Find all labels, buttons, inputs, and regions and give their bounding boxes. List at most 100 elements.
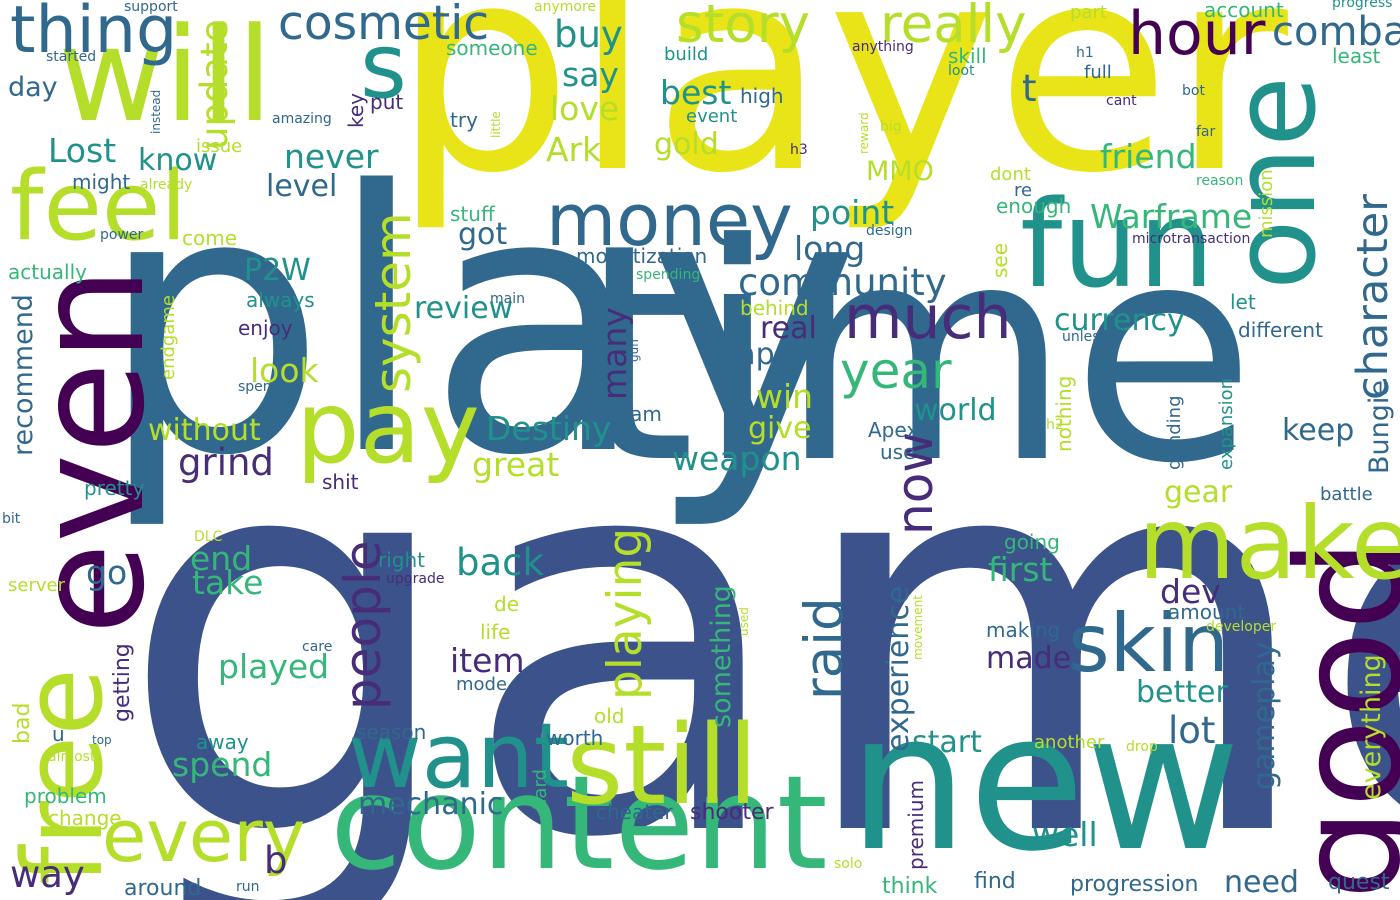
word: support (124, 0, 178, 15)
word: back (456, 541, 544, 584)
word: power (100, 227, 144, 243)
word: reason (1196, 173, 1244, 189)
word: thing (10, 0, 178, 68)
word: new (848, 672, 1241, 893)
word: go (86, 553, 128, 592)
word: anything (852, 39, 914, 55)
word: buy (554, 13, 623, 56)
word: least (1332, 44, 1381, 68)
word: loot (948, 63, 975, 79)
word: better (1136, 675, 1228, 710)
word: movement (911, 595, 925, 660)
word: h3 (790, 142, 808, 158)
word: day (8, 72, 58, 103)
word: always (246, 288, 315, 312)
word: instead (149, 89, 163, 134)
word: Destiny (486, 409, 612, 448)
word: cosmetic (278, 0, 490, 51)
word: system (364, 212, 422, 393)
word: endgame (158, 295, 179, 380)
word: spent (238, 379, 278, 395)
word: long (794, 229, 866, 268)
word: let (1230, 290, 1256, 314)
word: weapon (672, 439, 802, 478)
word: world (914, 393, 997, 428)
word: give (748, 411, 812, 446)
word: going (1004, 530, 1060, 554)
word: premium (904, 780, 928, 870)
word: h2 (1046, 417, 1064, 433)
word: money (546, 178, 793, 262)
word: another (1034, 732, 1105, 753)
word: keep (1282, 413, 1355, 448)
word: recommend (8, 294, 39, 456)
word: content (330, 747, 828, 899)
word: server (8, 575, 65, 596)
word: pay (296, 369, 480, 486)
word: hour (1128, 0, 1266, 69)
word: best (660, 73, 732, 112)
word: behind (740, 296, 809, 320)
word: P2W (244, 253, 311, 288)
word: u (52, 722, 65, 746)
word: anymore (534, 0, 597, 15)
word: fun (1020, 176, 1215, 315)
word: solo (834, 856, 863, 872)
word: getting (110, 643, 135, 722)
word: experience (881, 585, 916, 752)
word: say (562, 55, 619, 94)
word: time (578, 180, 1256, 529)
word: far (1196, 124, 1216, 140)
word: take (192, 563, 264, 602)
word: think (882, 874, 938, 899)
word: developer (1206, 619, 1277, 635)
word: design (866, 223, 913, 239)
word: Lost (48, 131, 117, 170)
word: spending (636, 267, 701, 283)
word: win (756, 377, 814, 416)
word: reward (857, 112, 871, 154)
word: away (196, 730, 249, 754)
word: cheater (596, 800, 673, 824)
word: real (760, 311, 817, 346)
word: event (686, 106, 738, 127)
word: Ark (546, 130, 602, 169)
word: key (344, 92, 368, 128)
word: level (266, 169, 338, 204)
word: much (844, 283, 1012, 353)
word: upgrade (386, 571, 445, 587)
word: life (480, 620, 511, 644)
word: amazing (272, 111, 332, 127)
word: friend (1100, 137, 1197, 176)
word: find (974, 869, 1016, 894)
word: top (92, 733, 112, 747)
word: Warframe (1090, 197, 1253, 236)
word: skill (948, 44, 987, 68)
word: b (264, 839, 288, 882)
word: little (489, 111, 503, 138)
word: make (1138, 485, 1400, 602)
word: expansion (1216, 377, 1237, 470)
word: combat (1272, 9, 1400, 55)
word: skin (1068, 597, 1229, 690)
word: mission (1256, 169, 1277, 238)
word: raid (794, 597, 855, 700)
word: someone (446, 36, 538, 60)
word: pretty (84, 476, 145, 500)
word: amount (1168, 600, 1246, 624)
word: Apex (868, 418, 919, 442)
word: item (450, 641, 525, 680)
word: unless (1062, 329, 1107, 345)
word: lot (1168, 709, 1216, 752)
word: first (988, 550, 1053, 589)
word: de (494, 592, 519, 616)
word: team (610, 402, 662, 426)
word: old (594, 704, 625, 728)
word: need (1224, 865, 1299, 900)
word: around (124, 876, 202, 900)
word: drop (1126, 739, 1158, 755)
word: progress (1332, 0, 1393, 11)
word: mode (456, 674, 508, 695)
word: gameplay (1247, 641, 1282, 790)
word: never (284, 137, 379, 176)
